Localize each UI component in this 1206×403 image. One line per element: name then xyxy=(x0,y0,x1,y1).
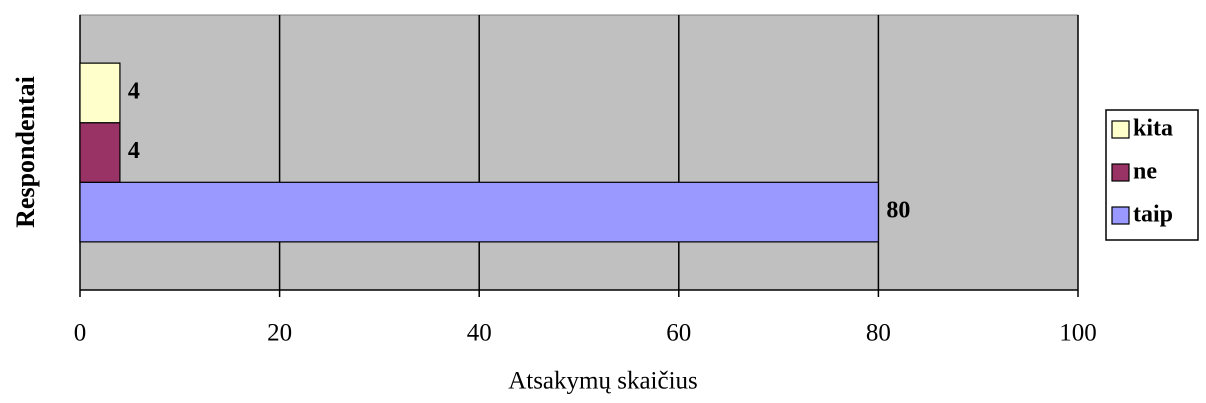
x-tick-label: 80 xyxy=(866,320,891,347)
x-tick-label: 0 xyxy=(74,320,87,347)
bar xyxy=(79,122,121,183)
x-tick-label: 100 xyxy=(1059,320,1097,347)
x-axis-title: Atsakymų skaičius xyxy=(508,368,698,395)
bar xyxy=(79,62,121,124)
legend-label: taip xyxy=(1133,202,1173,228)
y-axis-title: Respondentai xyxy=(11,76,40,228)
x-tick-label: 60 xyxy=(666,320,691,347)
plot-area xyxy=(79,14,1079,291)
legend-label: ne xyxy=(1133,159,1157,185)
legend-swatch xyxy=(1111,120,1130,139)
data-label: 4 xyxy=(128,138,140,164)
data-label: 80 xyxy=(886,198,910,224)
data-label: 4 xyxy=(128,78,140,104)
legend-swatch xyxy=(1111,163,1130,182)
bar xyxy=(79,181,880,243)
legend-swatch xyxy=(1111,206,1130,225)
x-tick-label: 20 xyxy=(267,320,292,347)
x-tick-label: 40 xyxy=(467,320,492,347)
legend-label: kita xyxy=(1133,116,1173,142)
